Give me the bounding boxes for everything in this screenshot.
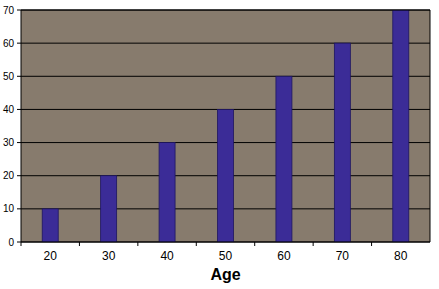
y-tick	[17, 242, 21, 243]
x-axis	[21, 242, 430, 243]
bar	[276, 76, 292, 242]
x-tick	[254, 242, 255, 246]
x-tick	[313, 242, 314, 246]
y-tick-label: 20	[3, 170, 15, 181]
x-tick	[21, 242, 22, 246]
grid-line	[21, 43, 430, 44]
y-tick	[17, 208, 21, 209]
x-tick-label: 70	[336, 249, 350, 263]
bar	[334, 43, 350, 242]
bar	[101, 176, 117, 242]
grid-line	[21, 76, 430, 77]
y-tick-label: 30	[3, 137, 15, 148]
grid-line	[21, 10, 430, 11]
y-tick	[17, 109, 21, 110]
x-tick	[137, 242, 138, 246]
x-tick-label: 20	[44, 249, 58, 263]
y-tick-label: 0	[8, 237, 14, 248]
y-tick	[17, 175, 21, 176]
bars	[42, 10, 409, 242]
x-tick	[196, 242, 197, 246]
y-tick	[17, 10, 21, 11]
y-tick	[17, 142, 21, 143]
y-axis	[21, 10, 22, 242]
y-tick-label: 10	[3, 203, 15, 214]
x-tick-label: 60	[277, 249, 291, 263]
chart-container: 0 10 20 30 40 50 60 70 20 30 40 50 60 70 80 Age	[0, 0, 439, 289]
y-tick	[17, 43, 21, 44]
x-tick-label: 80	[394, 249, 408, 263]
x-tick	[79, 242, 80, 246]
y-tick	[17, 76, 21, 77]
x-tick-label: 40	[160, 249, 174, 263]
x-tick	[371, 242, 372, 246]
y-tick-label: 40	[3, 104, 15, 115]
bar	[159, 143, 175, 242]
plot-area	[21, 10, 430, 242]
grid-line	[21, 242, 430, 243]
bar	[42, 209, 58, 242]
y-tick-label: 60	[3, 38, 15, 49]
x-tick-label: 30	[102, 249, 116, 263]
chart-svg: 0 10 20 30 40 50 60 70 20 30 40 50 60 70 80 Age	[0, 0, 439, 289]
plot-frame	[21, 10, 430, 11]
bar	[218, 109, 234, 242]
y-tick-label: 70	[3, 5, 15, 16]
x-tick-label: 50	[219, 249, 233, 263]
bar	[393, 10, 409, 242]
x-axis-label: Age	[210, 266, 240, 283]
plot-frame	[430, 10, 431, 242]
y-tick-label: 50	[3, 71, 15, 82]
